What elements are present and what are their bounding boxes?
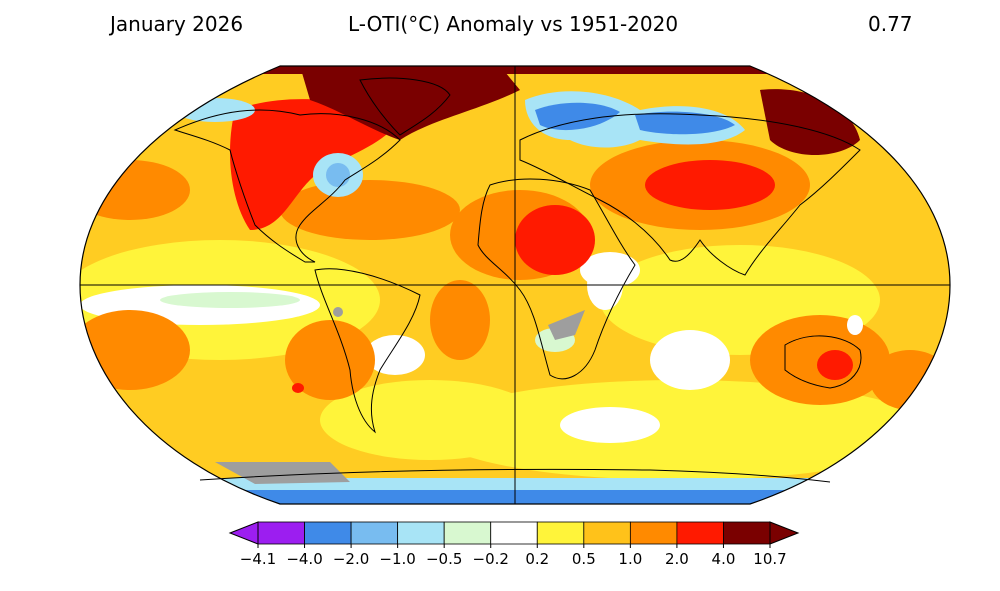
colorbar-tick-label: 2.0 xyxy=(664,550,689,568)
colorbar-tick-label: −0.2 xyxy=(472,550,509,568)
map-title: L-OTI(°C) Anomaly vs 1951-2020 xyxy=(348,12,679,36)
colorbar-segment xyxy=(536,521,585,545)
colorbar-tick-label: −1.0 xyxy=(379,550,416,568)
colorbar-tick-label: −4.1 xyxy=(239,550,277,568)
map-date: January 2026 xyxy=(110,12,244,36)
coastlines xyxy=(173,77,862,483)
colorbar-segment xyxy=(490,521,538,545)
colorbar-segment xyxy=(443,521,492,545)
colorbar-tick-label: 10.7 xyxy=(753,550,787,568)
colorbar-segment xyxy=(676,521,724,545)
colorbar-tick-label: −4.0 xyxy=(286,550,323,568)
colorbar-tick-label: 1.0 xyxy=(618,550,643,568)
colorbar-segment xyxy=(350,521,399,545)
colorbar-segment xyxy=(629,521,678,545)
colorbar-tick-label: 0.2 xyxy=(525,550,550,568)
colorbar-segment xyxy=(304,521,352,545)
colorbar-segment xyxy=(723,521,771,545)
colorbar-tick-label: −2.0 xyxy=(332,550,370,568)
colorbar-tick-label: 4.0 xyxy=(711,550,736,568)
colorbar-segment xyxy=(397,521,445,545)
colorbar-below-arrow xyxy=(228,521,259,545)
colorbar-tick-label: −0.5 xyxy=(425,550,463,568)
colorbar-above-arrow xyxy=(769,521,800,545)
colorbar-tick-label: 0.5 xyxy=(571,550,596,568)
colorbar-segment xyxy=(583,521,631,545)
global-mean-anomaly: 0.77 xyxy=(868,12,913,36)
colorbar-segment xyxy=(257,521,305,545)
globe-outline xyxy=(79,65,951,505)
